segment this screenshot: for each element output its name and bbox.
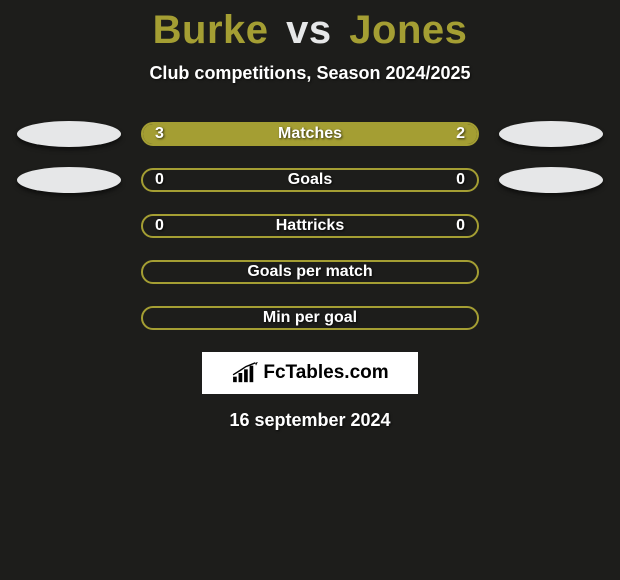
stat-value-left: 0 — [155, 171, 164, 189]
stat-pill: 3 2 Matches — [141, 122, 479, 146]
stat-label: Hattricks — [276, 217, 344, 235]
page-title: Burke vs Jones — [0, 0, 620, 53]
shadow-placeholder — [499, 305, 603, 331]
stat-value-right: 0 — [456, 171, 465, 189]
player-shadow-left — [17, 167, 121, 193]
stat-row: 0 0 Hattricks — [0, 214, 620, 238]
shadow-placeholder — [17, 305, 121, 331]
stat-value-left: 0 — [155, 217, 164, 235]
stat-label: Goals per match — [247, 263, 372, 281]
stats-rows: 3 2 Matches 0 0 Goals 0 0 Hattricks Goals per mat… — [0, 122, 620, 330]
chart-icon — [231, 362, 259, 384]
stat-pill: 0 0 Hattricks — [141, 214, 479, 238]
stat-label: Goals — [288, 171, 332, 189]
shadow-placeholder — [499, 259, 603, 285]
player-shadow-right — [499, 167, 603, 193]
stat-value-left: 3 — [155, 125, 164, 143]
stat-pill: Min per goal — [141, 306, 479, 330]
player-shadow-left — [17, 121, 121, 147]
stat-label: Min per goal — [263, 309, 357, 327]
stat-label: Matches — [278, 125, 342, 143]
player-shadow-right — [499, 121, 603, 147]
stat-pill: 0 0 Goals — [141, 168, 479, 192]
vs-separator: vs — [286, 8, 332, 52]
date: 16 september 2024 — [0, 410, 620, 431]
player2-name: Jones — [349, 8, 467, 52]
stat-value-right: 0 — [456, 217, 465, 235]
stat-row: Goals per match — [0, 260, 620, 284]
subtitle: Club competitions, Season 2024/2025 — [0, 63, 620, 84]
stat-row: 0 0 Goals — [0, 168, 620, 192]
player1-name: Burke — [153, 8, 269, 52]
shadow-placeholder — [499, 213, 603, 239]
shadow-placeholder — [17, 213, 121, 239]
logo-box: FcTables.com — [202, 352, 418, 394]
stat-row: 3 2 Matches — [0, 122, 620, 146]
logo-text: FcTables.com — [263, 362, 388, 384]
stat-row: Min per goal — [0, 306, 620, 330]
stat-value-right: 2 — [456, 125, 465, 143]
stat-pill: Goals per match — [141, 260, 479, 284]
shadow-placeholder — [17, 259, 121, 285]
